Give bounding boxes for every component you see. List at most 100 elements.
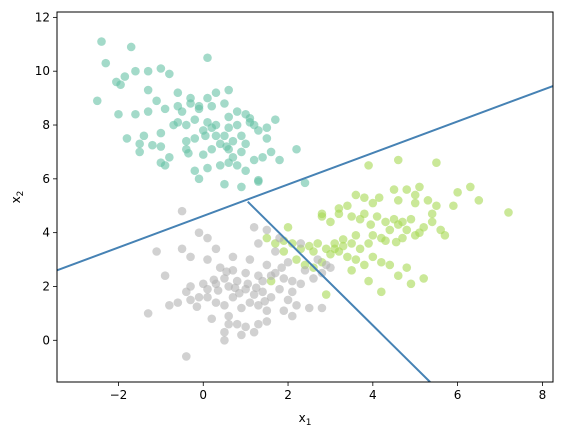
x-tick-label: 2: [284, 388, 292, 402]
data-point: [427, 217, 437, 227]
data-point: [143, 107, 153, 116]
data-point: [182, 352, 191, 361]
data-point: [364, 276, 373, 286]
data-point: [203, 233, 212, 243]
data-point: [262, 306, 272, 315]
data-point: [228, 136, 238, 146]
data-point: [186, 295, 195, 305]
data-point: [279, 306, 289, 315]
data-point: [120, 72, 130, 81]
data-point: [393, 196, 403, 205]
data-point: [355, 244, 365, 254]
data-point: [410, 190, 420, 200]
data-point: [326, 217, 335, 227]
data-point: [186, 282, 195, 291]
data-point: [177, 244, 187, 254]
x-axis-ticks: −2 0 2 4 6 8: [110, 382, 546, 402]
data-point: [262, 123, 272, 133]
plot-area: [92, 37, 513, 361]
data-point: [207, 314, 217, 324]
data-point: [309, 247, 318, 256]
data-point: [449, 201, 458, 211]
data-point: [258, 287, 267, 297]
data-point: [254, 175, 263, 185]
data-point: [347, 239, 356, 248]
decision-boundaries: [57, 85, 553, 382]
data-point: [423, 196, 433, 205]
data-point: [432, 201, 441, 211]
data-point: [241, 322, 250, 332]
data-point: [143, 66, 153, 76]
data-point: [135, 147, 144, 157]
data-point: [391, 237, 401, 247]
data-point: [377, 257, 386, 267]
data-point: [372, 212, 382, 221]
data-point: [271, 247, 280, 256]
data-point: [224, 112, 233, 122]
data-point: [347, 212, 356, 221]
data-point: [211, 298, 221, 307]
data-point: [173, 298, 183, 307]
x-axis-label: x1: [299, 411, 312, 428]
data-point: [228, 292, 238, 302]
data-point: [230, 283, 240, 293]
data-point: [97, 37, 106, 46]
axes-frame: [56, 11, 554, 383]
data-point: [262, 317, 272, 326]
data-point: [296, 239, 306, 248]
data-point: [213, 286, 223, 295]
data-point: [173, 88, 183, 98]
data-point: [275, 284, 284, 294]
y-axis-label: x2: [9, 191, 26, 204]
data-point: [186, 252, 195, 262]
data-point: [203, 53, 212, 63]
data-point: [474, 196, 484, 205]
data-point: [186, 99, 195, 108]
data-point: [249, 222, 259, 232]
data-point: [266, 147, 276, 157]
data-point: [165, 69, 174, 79]
data-point: [156, 142, 166, 151]
data-point: [262, 233, 272, 243]
data-point: [245, 298, 255, 307]
data-point: [224, 319, 233, 329]
data-point: [366, 220, 376, 229]
data-point: [504, 208, 513, 217]
data-point: [351, 190, 361, 200]
data-point: [300, 178, 310, 188]
data-point: [143, 85, 153, 95]
data-point: [406, 214, 416, 224]
data-point: [249, 290, 259, 299]
data-point: [224, 85, 233, 95]
data-point: [182, 120, 191, 130]
data-point: [143, 309, 153, 318]
data-point: [351, 231, 361, 240]
data-point: [262, 260, 272, 270]
data-point: [203, 93, 212, 103]
data-point: [173, 118, 183, 127]
data-point: [209, 275, 219, 285]
data-point: [207, 101, 217, 111]
data-point: [251, 283, 261, 293]
data-point: [194, 174, 204, 184]
data-point: [222, 267, 231, 276]
data-point: [224, 311, 233, 321]
data-point: [415, 228, 424, 237]
data-point: [182, 136, 191, 146]
data-point: [343, 201, 352, 211]
data-point: [313, 255, 323, 264]
data-point: [122, 134, 132, 143]
data-point: [279, 247, 289, 256]
data-point: [283, 257, 293, 267]
data-point: [203, 163, 212, 173]
data-point: [292, 144, 301, 154]
data-point: [262, 134, 272, 143]
data-point: [385, 260, 395, 270]
data-point: [211, 131, 221, 141]
data-point: [309, 274, 318, 283]
data-point: [381, 236, 390, 246]
data-point: [165, 153, 174, 162]
data-point: [190, 134, 200, 143]
data-point: [406, 279, 416, 289]
data-point: [368, 198, 378, 208]
